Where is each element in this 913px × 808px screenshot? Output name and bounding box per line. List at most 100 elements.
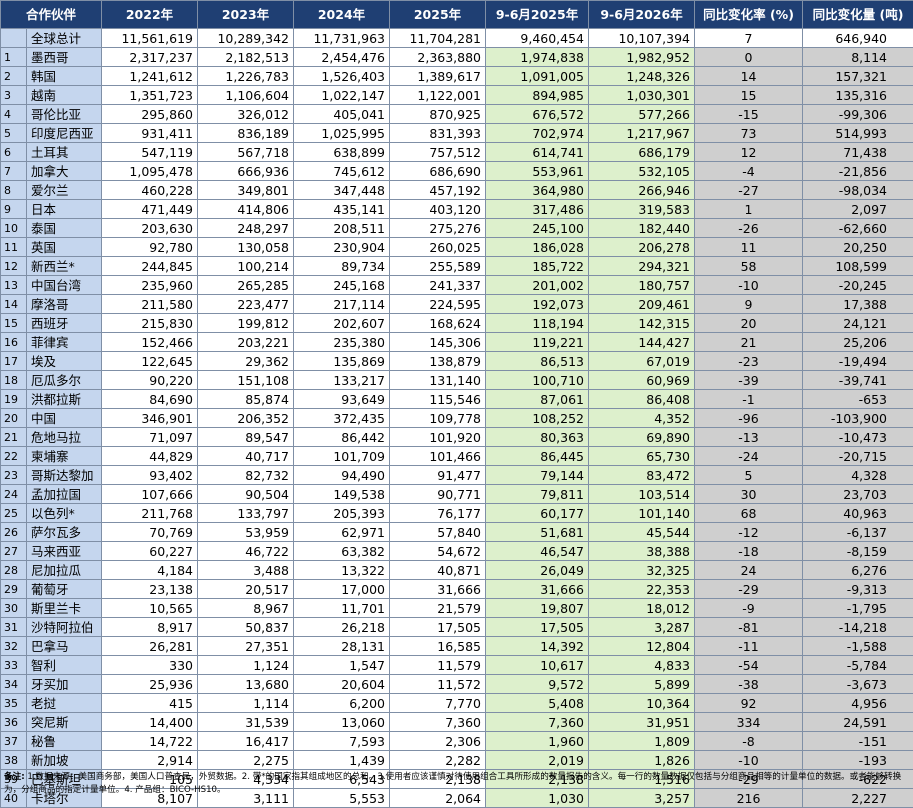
rank-cell: 26 (1, 523, 27, 542)
value-ytd-2026-cell: 4,833 (589, 656, 695, 675)
partner-cell: 全球总计 (27, 29, 102, 48)
value-ytd-2025-cell: 317,486 (486, 200, 589, 219)
value-ytd-2025-cell: 553,961 (486, 162, 589, 181)
value-2024-cell: 1,526,403 (294, 67, 390, 86)
yoy-change-cell: 25,206 (803, 333, 913, 352)
value-ytd-2025-cell: 1,974,838 (486, 48, 589, 67)
value-2022-cell: 122,645 (102, 352, 198, 371)
value-2025-cell: 757,512 (390, 143, 486, 162)
value-2022-cell: 44,829 (102, 447, 198, 466)
value-2022-cell: 8,917 (102, 618, 198, 637)
value-ytd-2025-cell: 79,811 (486, 485, 589, 504)
value-2025-cell: 90,771 (390, 485, 486, 504)
rank-cell: 10 (1, 219, 27, 238)
yoy-pct-cell: -10 (695, 751, 803, 770)
value-2022-cell: 14,400 (102, 713, 198, 732)
yoy-change-cell: -21,856 (803, 162, 913, 181)
yoy-change-cell: 71,438 (803, 143, 913, 162)
rank-cell: 36 (1, 713, 27, 732)
value-2022-cell: 25,936 (102, 675, 198, 694)
rank-cell: 7 (1, 162, 27, 181)
value-2022-cell: 10,565 (102, 599, 198, 618)
value-ytd-2026-cell: 1,248,326 (589, 67, 695, 86)
partner-cell: 沙特阿拉伯 (27, 618, 102, 637)
value-2025-cell: 101,466 (390, 447, 486, 466)
value-ytd-2025-cell: 86,513 (486, 352, 589, 371)
value-ytd-2025-cell: 119,221 (486, 333, 589, 352)
value-2025-cell: 831,393 (390, 124, 486, 143)
value-2022-cell: 460,228 (102, 181, 198, 200)
value-2023-cell: 3,488 (198, 561, 294, 580)
value-2025-cell: 40,871 (390, 561, 486, 580)
yoy-change-cell: 4,328 (803, 466, 913, 485)
value-2023-cell: 2,182,513 (198, 48, 294, 67)
value-2023-cell: 82,732 (198, 466, 294, 485)
value-2022-cell: 215,830 (102, 314, 198, 333)
value-2022-cell: 93,402 (102, 466, 198, 485)
value-2024-cell: 1,547 (294, 656, 390, 675)
value-2025-cell: 54,672 (390, 542, 486, 561)
value-ytd-2025-cell: 186,028 (486, 238, 589, 257)
partner-cell: 中国台湾 (27, 276, 102, 295)
value-ytd-2025-cell: 10,617 (486, 656, 589, 675)
value-2024-cell: 62,971 (294, 523, 390, 542)
value-ytd-2025-cell: 7,360 (486, 713, 589, 732)
yoy-pct-cell: 0 (695, 48, 803, 67)
value-2022-cell: 11,561,619 (102, 29, 198, 48)
value-ytd-2026-cell: 206,278 (589, 238, 695, 257)
partner-cell: 秘鲁 (27, 732, 102, 751)
value-2023-cell: 248,297 (198, 219, 294, 238)
value-ytd-2025-cell: 9,572 (486, 675, 589, 694)
value-ytd-2025-cell: 9,460,454 (486, 29, 589, 48)
rank-cell: 12 (1, 257, 27, 276)
yoy-change-cell: -1,795 (803, 599, 913, 618)
value-2024-cell: 149,538 (294, 485, 390, 504)
value-2023-cell: 13,680 (198, 675, 294, 694)
value-2022-cell: 211,580 (102, 295, 198, 314)
value-2022-cell: 70,769 (102, 523, 198, 542)
value-2025-cell: 870,925 (390, 105, 486, 124)
value-ytd-2025-cell: 87,061 (486, 390, 589, 409)
partner-cell: 哥伦比亚 (27, 105, 102, 124)
value-ytd-2025-cell: 51,681 (486, 523, 589, 542)
value-2025-cell: 2,282 (390, 751, 486, 770)
value-ytd-2026-cell: 12,804 (589, 637, 695, 656)
partner-cell: 西班牙 (27, 314, 102, 333)
value-2023-cell: 8,967 (198, 599, 294, 618)
yoy-change-cell: -193 (803, 751, 913, 770)
yoy-change-cell: 6,276 (803, 561, 913, 580)
value-2024-cell: 230,904 (294, 238, 390, 257)
value-2025-cell: 224,595 (390, 295, 486, 314)
value-2023-cell: 89,547 (198, 428, 294, 447)
value-2024-cell: 13,322 (294, 561, 390, 580)
partner-cell: 英国 (27, 238, 102, 257)
value-ytd-2025-cell: 5,408 (486, 694, 589, 713)
value-2023-cell: 130,058 (198, 238, 294, 257)
value-ytd-2025-cell: 118,194 (486, 314, 589, 333)
yoy-pct-cell: -96 (695, 409, 803, 428)
value-2025-cell: 11,704,281 (390, 29, 486, 48)
value-ytd-2026-cell: 4,352 (589, 409, 695, 428)
yoy-pct-cell: 20 (695, 314, 803, 333)
value-2024-cell: 93,649 (294, 390, 390, 409)
yoy-change-cell: -14,218 (803, 618, 913, 637)
partner-cell: 韩国 (27, 67, 102, 86)
yoy-change-cell: -9,313 (803, 580, 913, 599)
yoy-change-cell: 24,591 (803, 713, 913, 732)
